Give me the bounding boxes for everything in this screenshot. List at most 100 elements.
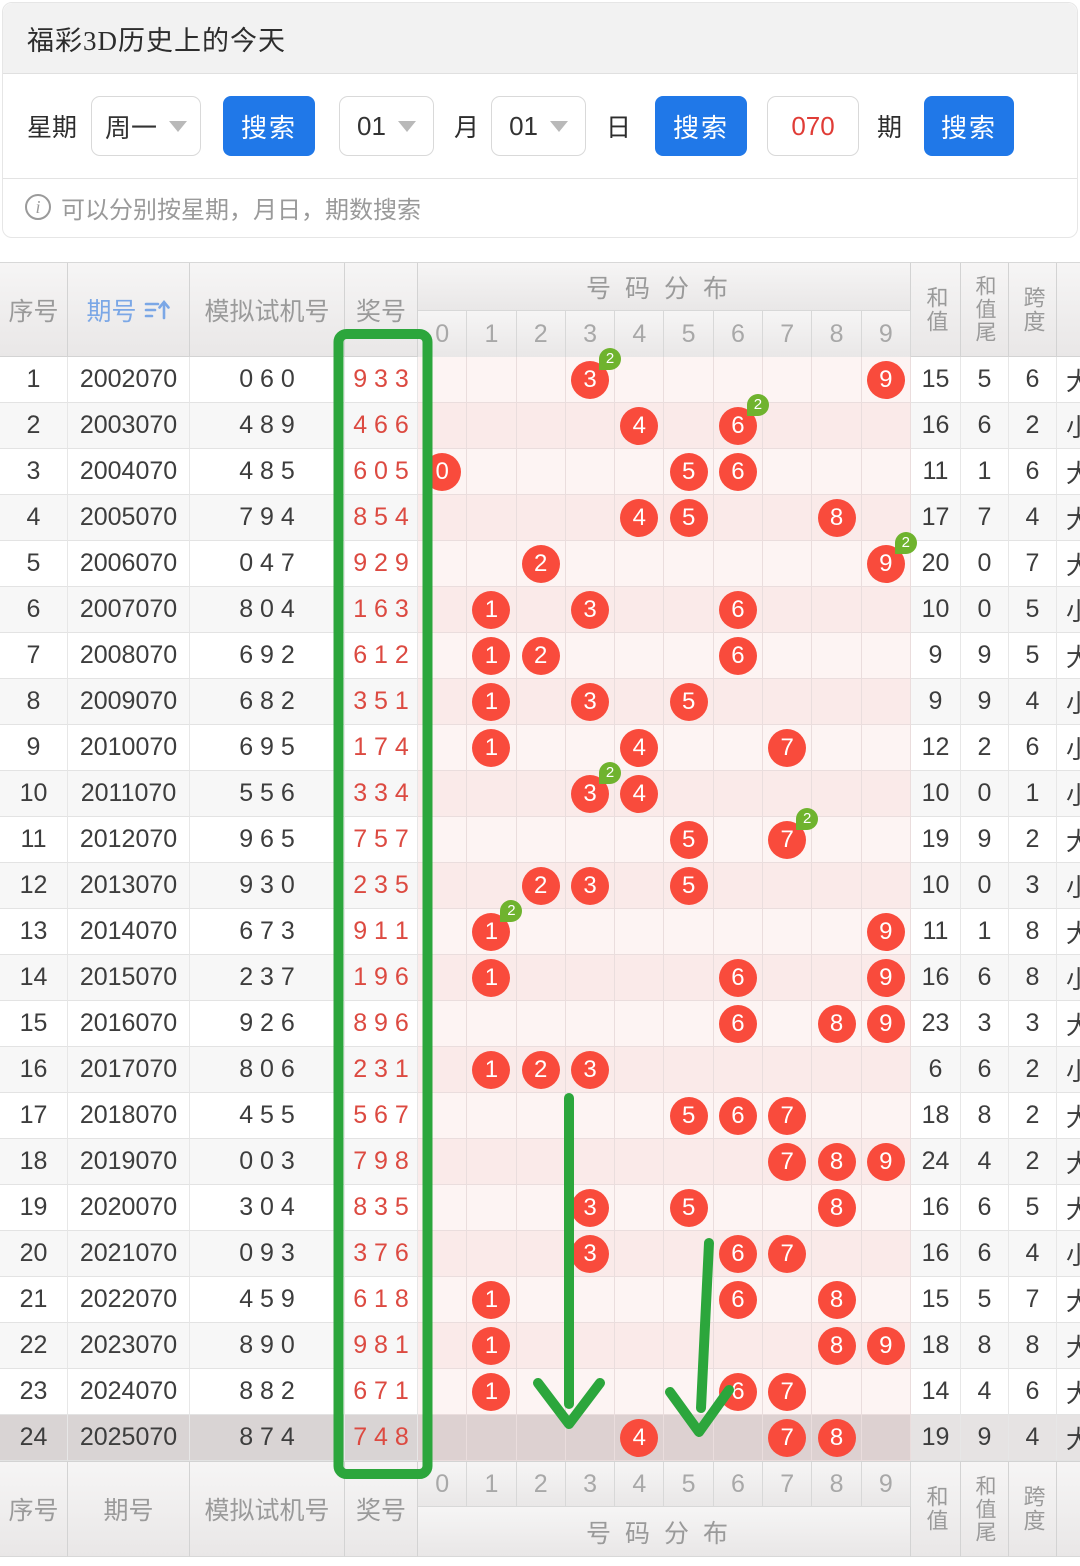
search-card: 福彩3D历史上的今天 星期 周一 搜索 01 月 01 日 搜索 期 搜索 i … [2, 2, 1078, 238]
distribution-cell [812, 863, 862, 909]
prize-number-cell: 5 6 7 [345, 1093, 418, 1139]
repeat-count-badge: 2 [894, 531, 917, 554]
number-ball: 6 [718, 636, 757, 675]
number-ball: 8 [817, 1142, 856, 1181]
distribution-cell [418, 1001, 468, 1047]
number-ball: 2 [521, 866, 560, 905]
search-bar: 星期 周一 搜索 01 月 01 日 搜索 期 搜索 [3, 74, 1077, 178]
distribution-cell [861, 1277, 911, 1323]
sum-tail-cell: 9 [960, 1415, 1009, 1461]
sum-cell: 20 [910, 541, 961, 587]
distribution-cell: 3 [565, 863, 616, 909]
number-ball: 5 [669, 866, 708, 905]
date-search-button[interactable]: 搜索 [655, 96, 748, 156]
month-select[interactable]: 01 [339, 96, 435, 156]
number-ball: 3 [571, 1050, 610, 1089]
issue-search-button[interactable]: 搜索 [924, 96, 1015, 156]
prize-number-cell: 8 9 6 [345, 1001, 418, 1047]
seq-cell: 21 [0, 1277, 68, 1323]
distribution-cell [763, 633, 813, 679]
distribution-cell [516, 449, 566, 495]
distribution-cell [516, 357, 566, 403]
size-cell: 大 [1056, 357, 1080, 403]
test-number-cell: 0 9 3 [190, 1231, 345, 1277]
sum-tail-cell: 0 [960, 771, 1009, 817]
sum-cell: 18 [910, 1323, 961, 1369]
sum-tail-label: 和值尾 [973, 275, 997, 344]
distribution-cell [565, 1139, 616, 1185]
sum-cell: 9 [910, 633, 961, 679]
number-ball: 1 [472, 728, 511, 767]
prize-number-cell: 8 5 4 [345, 495, 418, 541]
sum-tail-cell: 0 [960, 587, 1009, 633]
distribution-cell: 6 [713, 1093, 764, 1139]
number-ball: 1 [472, 1280, 511, 1319]
sum-cell: 16 [910, 955, 961, 1001]
week-select-value: 周一 [105, 113, 158, 143]
distribution-cell [565, 1415, 616, 1461]
distribution-cell: 8 [812, 1277, 862, 1323]
repeat-count-badge: 2 [599, 347, 622, 370]
distribution-cell [418, 863, 468, 909]
distribution-cell [565, 541, 616, 587]
span-cell: 4 [1008, 495, 1057, 541]
number-ball: 2 [521, 544, 560, 583]
number-ball: 6 [718, 1280, 757, 1319]
footer-sum: 和值 [911, 1461, 961, 1557]
distribution-cell: 6 [713, 1277, 764, 1323]
week-select[interactable]: 周一 [91, 96, 202, 156]
sum-tail-cell: 9 [960, 817, 1009, 863]
issue-cell: 2015070 [68, 955, 190, 1001]
footer-size [1057, 1461, 1080, 1557]
sum-cell: 15 [910, 357, 961, 403]
test-number-cell: 6 9 2 [190, 633, 345, 679]
distribution-cell [861, 403, 911, 449]
issue-cell: 2024070 [68, 1369, 190, 1415]
distribution-cell [467, 1185, 517, 1231]
day-select[interactable]: 01 [491, 96, 587, 156]
chevron-down-icon [549, 120, 568, 132]
distribution-cell [516, 1185, 566, 1231]
col-header-issue-label: 期号 [86, 298, 137, 326]
distribution-cell [664, 955, 714, 1001]
test-number-cell: 0 6 0 [190, 357, 345, 403]
distribution-cell [713, 1139, 764, 1185]
issue-number-input[interactable] [767, 96, 860, 156]
distribution-cell: 9 [861, 955, 911, 1001]
number-ball: 4 [620, 774, 659, 813]
number-ball: 3 [571, 1188, 610, 1227]
test-number-cell: 5 5 6 [190, 771, 345, 817]
sum-tail-cell: 6 [960, 955, 1009, 1001]
distribution-cell [861, 633, 911, 679]
distribution-cell [763, 1001, 813, 1047]
size-cell: 小 [1056, 725, 1080, 771]
size-cell: 大 [1056, 1277, 1080, 1323]
distribution-cell: 7 [763, 1369, 813, 1415]
distribution-cell [467, 541, 517, 587]
sum-cell: 11 [910, 449, 961, 495]
week-search-button[interactable]: 搜索 [223, 96, 316, 156]
size-cell: 小 [1056, 863, 1080, 909]
size-cell: 小 [1056, 1231, 1080, 1277]
distribution-cell [467, 449, 517, 495]
distribution-cell [467, 771, 517, 817]
span-cell: 7 [1008, 1277, 1057, 1323]
span-cell: 2 [1008, 403, 1057, 449]
distribution-cell: 8 [812, 1323, 862, 1369]
col-header-issue[interactable]: 期号 [68, 263, 190, 357]
distribution-cell [861, 1093, 911, 1139]
sum-tail-cell: 1 [960, 449, 1009, 495]
sum-cell: 17 [910, 495, 961, 541]
distribution-cell [664, 1047, 714, 1093]
seq-cell: 15 [0, 1001, 68, 1047]
prize-number-cell: 9 3 3 [345, 357, 418, 403]
